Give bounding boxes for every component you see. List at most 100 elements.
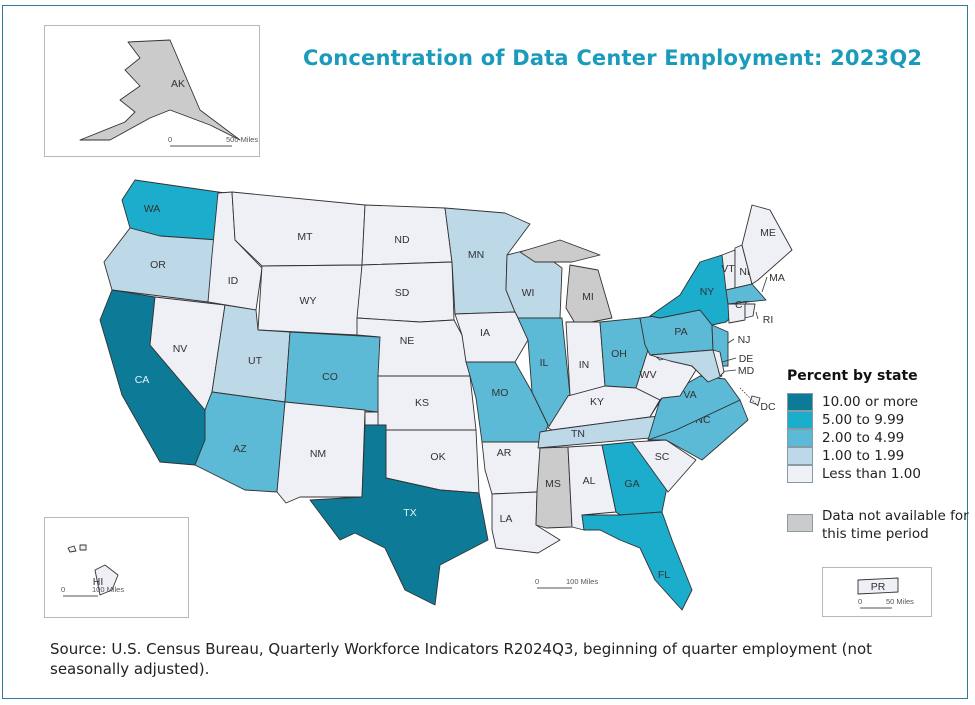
state-label-sd: SD (395, 287, 410, 299)
legend-label: 10.00 or more (822, 394, 919, 410)
scale-bar-label: 100 Miles (92, 585, 124, 594)
leader-line (721, 357, 737, 363)
state-label-ga: GA (624, 478, 639, 490)
state-label-ks: KS (415, 397, 429, 409)
scale-bar-label: 100 Miles (566, 577, 598, 586)
state-ia (454, 311, 529, 363)
state-label-nm: NM (310, 448, 326, 460)
scale-bar-label: 50 Miles (886, 597, 914, 606)
leader-line (727, 338, 735, 344)
legend-swatch (787, 411, 813, 429)
state-label-ny: NY (700, 286, 715, 298)
state-label-az: AZ (233, 443, 247, 455)
state-label-tn: TN (571, 428, 585, 440)
figure-frame (2, 5, 968, 699)
state-label-id: ID (228, 275, 239, 287)
state-label-ok: OK (430, 451, 445, 463)
legend-label: Less than 1.00 (822, 466, 921, 482)
scale-bar-zero: 0 (858, 597, 862, 606)
scale-bar-label: 500 Miles (226, 135, 258, 144)
state-label-pr: PR (871, 581, 886, 593)
leader-line (739, 387, 759, 407)
state-label-al: AL (583, 475, 596, 487)
state-label-mo: MO (492, 387, 509, 399)
state-label-nd: ND (394, 234, 410, 246)
source-note: Source: U.S. Census Bureau, Quarterly Wo… (50, 640, 873, 678)
state-label-md: MD (738, 365, 755, 377)
legend-item: 5.00 to 9.99 (787, 411, 904, 429)
state-mi (519, 239, 601, 263)
state-label-co: CO (322, 371, 338, 383)
state-hi (67, 545, 77, 553)
state-label-de: DE (739, 353, 754, 365)
state-label-mi: MI (582, 291, 594, 303)
state-label-va: VA (683, 389, 696, 401)
state-label-sc: SC (655, 451, 670, 463)
state-label-pa: PA (674, 326, 687, 338)
state-label-mt: MT (297, 231, 313, 243)
legend-title: Percent by state (787, 368, 918, 384)
state-sc (631, 439, 697, 493)
state-label-ma: MA (769, 272, 785, 284)
state-label-nj: NJ (738, 334, 751, 346)
state-label-oh: OH (611, 348, 627, 360)
state-label-wy: WY (300, 295, 317, 307)
state-tx (309, 424, 489, 606)
state-label-me: ME (760, 227, 776, 239)
hawaii-inset (44, 517, 189, 618)
legend-label: 2.00 to 4.99 (822, 430, 905, 446)
legend-swatch (787, 465, 813, 483)
state-label-wv: WV (640, 369, 657, 381)
legend-label: 5.00 to 9.99 (822, 412, 905, 428)
state-label-ky: KY (590, 396, 604, 408)
state-ar (481, 441, 543, 495)
state-label-ak: AK (171, 78, 185, 90)
state-pr (857, 577, 899, 595)
state-label-ar: AR (497, 447, 512, 459)
state-label-ne: NE (400, 335, 415, 347)
scale-bar-zero: 0 (168, 135, 172, 144)
legend-item: 1.00 to 1.99 (787, 447, 904, 465)
state-label-ia: IA (480, 327, 490, 339)
state-hi (79, 544, 87, 551)
leader-line (755, 311, 759, 320)
state-label-in: IN (579, 359, 590, 371)
state-az (194, 391, 286, 493)
state-label-vt: VT (721, 263, 735, 275)
state-label-or: OR (150, 259, 166, 271)
state-label-ms: MS (545, 478, 561, 490)
leader-line (761, 276, 768, 293)
state-nm (276, 401, 366, 504)
state-ri (744, 303, 756, 319)
scale-bar-zero: 0 (535, 577, 539, 586)
state-hi (94, 564, 119, 596)
state-ct (727, 303, 746, 324)
state-de (712, 349, 725, 377)
state-label-wi: WI (522, 287, 535, 299)
legend-item-na (787, 514, 813, 532)
legend-swatch-na (787, 514, 813, 532)
state-label-nv: NV (173, 343, 188, 355)
state-label-tx: TX (403, 507, 416, 519)
state-label-ca: CA (135, 374, 150, 386)
state-mt (231, 191, 366, 267)
map-title: Concentration of Data Center Employment:… (303, 46, 923, 70)
legend-label-na: Data not available for this time period (822, 508, 969, 542)
state-label-fl: FL (658, 569, 670, 581)
state-label-wa: WA (144, 203, 161, 215)
state-ma (725, 283, 767, 305)
state-ak (79, 39, 241, 141)
state-label-la: LA (500, 513, 513, 525)
state-label-ri: RI (763, 314, 774, 326)
legend-swatch (787, 447, 813, 465)
legend-label: 1.00 to 1.99 (822, 448, 905, 464)
legend-item: 2.00 to 4.99 (787, 429, 904, 447)
state-label-il: IL (540, 357, 549, 369)
state-dc (749, 395, 761, 406)
state-label-ut: UT (248, 355, 263, 367)
legend-swatch (787, 393, 813, 411)
legend-item: Less than 1.00 (787, 465, 921, 483)
legend-swatch (787, 429, 813, 447)
state-fl (581, 511, 693, 611)
scale-bar-zero: 0 (61, 585, 65, 594)
